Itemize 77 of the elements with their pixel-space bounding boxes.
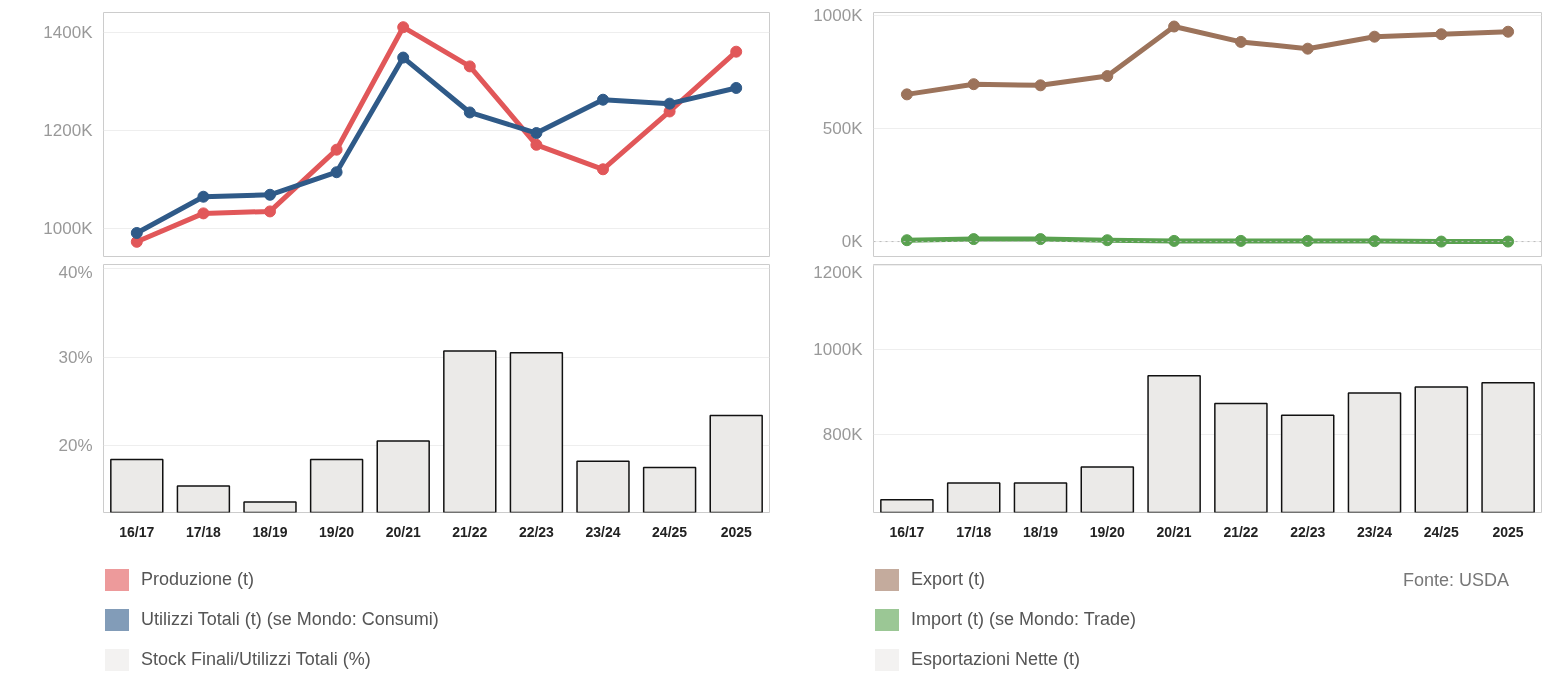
- x-tick-label: 20/21: [385, 523, 421, 540]
- y-tick-label: 1000K: [813, 5, 864, 25]
- point: [1168, 20, 1181, 33]
- point: [900, 234, 913, 247]
- point: [1435, 235, 1448, 248]
- point: [597, 93, 609, 106]
- x-tick-label: 19/20: [319, 523, 355, 540]
- x-tick-label: 21/22: [452, 523, 488, 540]
- point: [730, 45, 743, 58]
- point: [330, 143, 343, 156]
- x-tick-label: 17/18: [956, 523, 992, 540]
- point: [967, 78, 980, 91]
- point: [1101, 70, 1114, 83]
- point: [197, 190, 210, 203]
- x-tick-label: 17/18: [185, 523, 222, 540]
- x-tick-label: 24/25: [652, 523, 688, 540]
- legend-label: Esportazioni Nette (t): [911, 648, 1081, 672]
- point: [397, 21, 410, 34]
- point: [1502, 25, 1515, 38]
- point: [1168, 234, 1181, 247]
- point: [264, 205, 276, 218]
- point: [900, 88, 913, 101]
- point: [1301, 234, 1314, 247]
- point: [967, 233, 980, 246]
- y-tick-label: 30%: [58, 347, 93, 367]
- point: [1368, 30, 1381, 43]
- x-tick-label: 20/21: [1156, 523, 1192, 540]
- point: [530, 138, 543, 151]
- x-tick-label: 16/17: [119, 523, 155, 540]
- point: [330, 166, 343, 179]
- x-tick-label: 22/23: [518, 523, 555, 540]
- y-tick-label: 1000K: [813, 340, 864, 360]
- legend-label: Import (t) (se Mondo: Trade): [911, 608, 1137, 632]
- point: [1034, 79, 1047, 92]
- x-tick-label: 23/24: [585, 523, 621, 540]
- point: [1435, 28, 1448, 41]
- point: [663, 97, 676, 110]
- y-tick-label: 1200K: [813, 262, 864, 282]
- point: [530, 127, 543, 140]
- point: [264, 188, 276, 201]
- point: [197, 207, 210, 220]
- y-tick-label: 1000K: [43, 218, 94, 238]
- x-tick-label: 19/20: [1089, 523, 1126, 540]
- y-tick-label: 20%: [58, 435, 93, 455]
- legend-label: Stock Finali/Utilizzi Totali (%): [141, 648, 371, 672]
- x-tick-label: 16/17: [889, 523, 925, 540]
- point: [463, 60, 476, 73]
- point: [1034, 233, 1047, 246]
- legend-label: Utilizzi Totali (t) (se Mondo: Consumi): [141, 608, 439, 632]
- point: [1101, 234, 1114, 247]
- point: [1301, 42, 1314, 55]
- x-tick-label: 23/24: [1356, 523, 1393, 540]
- point: [1502, 235, 1515, 248]
- point: [1234, 35, 1247, 48]
- point: [1368, 235, 1381, 248]
- x-tick-label: 18/19: [252, 523, 288, 540]
- x-tick-label: 2025: [1492, 523, 1524, 540]
- x-tick-label: 22/23: [1290, 523, 1326, 540]
- point: [397, 51, 410, 64]
- legend-label: Produzione (t): [141, 568, 255, 592]
- legend-label: Export (t): [911, 568, 986, 592]
- y-tick-label: 800K: [822, 424, 864, 444]
- y-tick-label: 1200K: [43, 120, 94, 140]
- source-note: Fonte: USDA: [1402, 569, 1509, 592]
- point: [597, 163, 609, 176]
- x-tick-label: 24/25: [1423, 523, 1460, 540]
- point: [463, 106, 476, 119]
- y-tick-label: 500K: [822, 119, 864, 139]
- y-tick-label: 0K: [841, 232, 864, 252]
- x-tick-label: 2025: [720, 523, 752, 540]
- x-tick-label: 18/19: [1022, 523, 1059, 540]
- x-tick-label: 21/22: [1223, 523, 1259, 540]
- y-tick-label: 40%: [58, 262, 93, 282]
- point: [130, 226, 143, 239]
- y-tick-label: 1400K: [43, 22, 94, 42]
- point: [730, 81, 743, 94]
- point: [1234, 234, 1247, 247]
